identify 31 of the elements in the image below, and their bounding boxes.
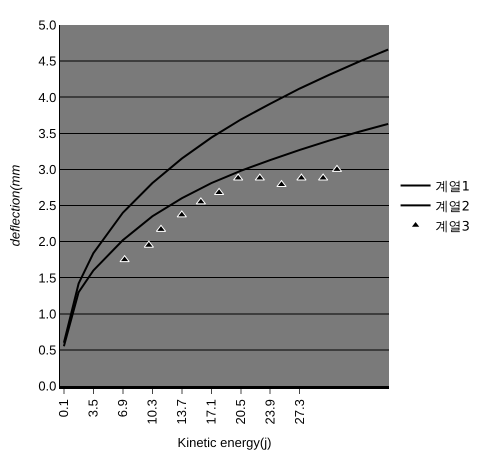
x-tick-label: 23.9 <box>262 399 278 425</box>
x-axis-title: Kinetic energy(j) <box>178 435 272 450</box>
legend-label: 계열2 <box>436 199 470 214</box>
y-tick-label: 0.5 <box>38 342 56 358</box>
y-tick-label: 3.0 <box>38 162 56 177</box>
x-tick-label: 0.1 <box>56 399 72 418</box>
y-tick-label: 2.5 <box>38 198 56 214</box>
y-tick-label: 1.0 <box>38 306 56 322</box>
x-tick-label: 20.5 <box>232 399 248 425</box>
x-tick-label: 10.3 <box>144 399 160 425</box>
y-tick-label: 2.0 <box>38 234 56 250</box>
y-tick-label: 4.5 <box>38 54 56 69</box>
legend-label: 계열1 <box>436 180 470 195</box>
y-tick-label: 5.0 <box>38 18 56 33</box>
x-tick-label: 27.3 <box>292 399 307 425</box>
point <box>254 174 265 181</box>
x-tick-label: 6.9 <box>115 399 130 418</box>
y-tick-label: 1.5 <box>38 270 56 286</box>
point <box>233 174 244 181</box>
x-tick-label: 3.5 <box>86 399 101 418</box>
point <box>196 197 206 204</box>
y-axis-title: deflection(mm <box>7 164 22 246</box>
y-tick-label: 0.0 <box>38 378 56 394</box>
y-tick-label: 3.5 <box>38 126 56 141</box>
x-tick-label: 13.7 <box>174 399 190 425</box>
point <box>144 240 154 248</box>
point <box>176 210 187 218</box>
line-series <box>62 48 389 344</box>
legend-label: 계열3 <box>436 219 470 234</box>
y-tick-label: 4.0 <box>38 90 56 105</box>
x-tick-label: 17.1 <box>204 399 219 425</box>
